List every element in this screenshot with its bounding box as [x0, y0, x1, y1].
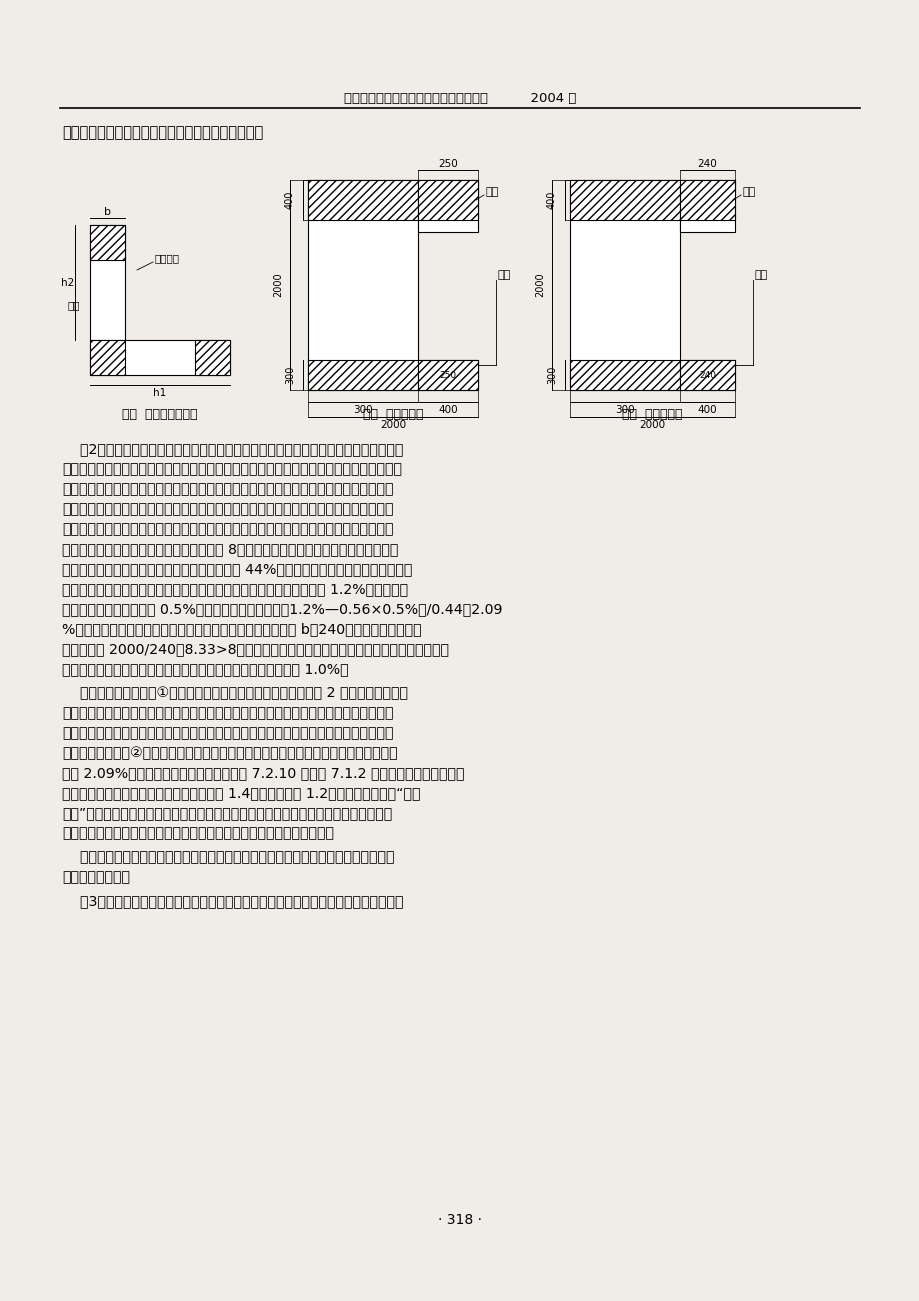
- Text: 300: 300: [353, 405, 372, 415]
- Bar: [90, 225, 125, 260]
- Text: 平面内的端部时，会产生墙肢高厚比越大，端部配筋越大的情况，这在概念及实际受力要: 平面内的端部时，会产生墙肢高厚比越大，端部配筋越大的情况，这在概念及实际受力要: [62, 726, 393, 740]
- Text: 2000: 2000: [273, 273, 283, 298]
- Text: 缘构件暗樗，如图四所示，暗樗的纵向钉筋最小配筋率按要求为 1.0%。: 缘构件暗樗，如图四所示，暗樗的纵向钉筋最小配筋率按要求为 1.0%。: [62, 662, 348, 677]
- Text: 弱弯”要求，暗樗构造配筋过高，将可能使截面受弯承载力高于受剪承载力，也就可能产: 弱弯”要求，暗樗构造配筋过高，将可能使截面受弯承载力高于受剪承载力，也就可能产: [62, 807, 391, 820]
- Text: 由短肢剪力墙过渡到一般剪力墙，配筋量上突变；此外当纵向钉筋按受力特点主要布置在: 由短肢剪力墙过渡到一般剪力墙，配筋量上突变；此外当纵向钉筋按受力特点主要布置在: [62, 706, 393, 719]
- Text: 第十八届全国高层建筑结构学术会议论文          2004 年: 第十八届全国高层建筑结构学术会议论文 2004 年: [344, 91, 575, 104]
- Text: 2000: 2000: [535, 273, 544, 298]
- Text: （3）第三种为按栖配筋方式，但纵筋参照剪力墙布筋方式主要配置在暗樗位置处，该: （3）第三种为按栖配筋方式，但纵筋参照剪力墙布筋方式主要配置在暗樗位置处，该: [62, 894, 403, 908]
- Text: 240: 240: [697, 159, 717, 169]
- Text: 400: 400: [437, 405, 458, 415]
- Text: · 318 ·: · 318 ·: [437, 1213, 482, 1227]
- Text: 是存在一定问题。: 是存在一定问题。: [62, 870, 130, 883]
- Text: 了剪力墙的延性及耗能能力。因此《高规》对剪力墙边缘构件的范围配筋有详细要求。但: 了剪力墙的延性及耗能能力。因此《高规》对剪力墙边缘构件的范围配筋有详细要求。但: [62, 502, 393, 516]
- Text: 从该特例中可看出：①上、下层暗樗面积接近，暗樗配筋率相差 2 倍以上，也就是说: 从该特例中可看出：①上、下层暗樗面积接近，暗樗配筋率相差 2 倍以上，也就是说: [62, 686, 407, 700]
- Bar: [417, 180, 478, 232]
- Text: 暗樗: 暗樗: [497, 271, 511, 280]
- Text: 一般剪力墙墙身的构造配筋要求进行适当加强即可。: 一般剪力墙墙身的构造配筋要求进行适当加强即可。: [62, 125, 263, 141]
- Text: 图四  一般剪力墙: 图四 一般剪力墙: [621, 409, 682, 422]
- Text: 300: 300: [615, 405, 634, 415]
- Text: 肢高厚比为 2000/240＝8.33>8，该剪力墙为一般剪力墙。按《高规》要求设置的构造边: 肢高厚比为 2000/240＝8.33>8，该剪力墙为一般剪力墙。按《高规》要求…: [62, 641, 448, 656]
- Bar: [570, 360, 679, 390]
- Text: 400: 400: [285, 191, 295, 209]
- Text: h2: h2: [62, 277, 74, 288]
- Text: 暗樗: 暗樗: [485, 187, 499, 196]
- Text: 250: 250: [439, 371, 456, 380]
- Bar: [417, 180, 478, 220]
- Bar: [679, 180, 734, 220]
- Text: 图三  短肢剪力墙: 图三 短肢剪力墙: [362, 409, 423, 422]
- Text: 力设计值应乘以增大系数：底部加强部位为 1.4，其他各层为 1.2，该系数即为体现“强剪: 力设计值应乘以增大系数：底部加强部位为 1.4，其他各层为 1.2，该系数即为体…: [62, 786, 420, 800]
- Text: 2000: 2000: [380, 420, 405, 431]
- Text: 300: 300: [285, 366, 295, 384]
- Bar: [90, 340, 230, 375]
- Text: 率为 2.09%，该配筋显然过高。《高规》第 7.2.10 条、第 7.1.2 条对二级短肢剪力墙的剪: 率为 2.09%，该配筋显然过高。《高规》第 7.2.10 条、第 7.1.2 …: [62, 766, 464, 781]
- Bar: [679, 360, 734, 390]
- Text: （2）第二种为剪力墙配筋方式。因短肢剪力墙受力与一般剪力墙类似，按剪力墙配筋: （2）第二种为剪力墙配筋方式。因短肢剪力墙受力与一般剪力墙类似，按剪力墙配筋: [62, 442, 403, 455]
- Text: 300: 300: [547, 366, 556, 384]
- Bar: [570, 180, 679, 220]
- Text: 抗震等级二级，则按《高规》要求短肢剪力墙全部纵筋配筋率不宜小于 1.2%，假设纵筋: 抗震等级二级，则按《高规》要求短肢剪力墙全部纵筋配筋率不宜小于 1.2%，假设纵…: [62, 582, 408, 596]
- Text: 短肢剪力墙将全部纵向钉筋大部分配置在暗晥内时，可能使暗樗配筋率相当高。以下以一: 短肢剪力墙将全部纵向钉筋大部分配置在暗晥内时，可能使暗樗配筋率相当高。以下以一: [62, 522, 393, 536]
- Bar: [570, 180, 679, 390]
- Text: 拉筋: 拉筋: [68, 301, 80, 310]
- Bar: [417, 360, 478, 390]
- Bar: [195, 340, 230, 375]
- Text: 配筋配置在非暗樗部分为 0.5%，则暗樗部分配筋率为（1.2%—0.56×0.5%）/0.44＝2.09: 配筋配置在非暗樗部分为 0.5%，则暗樗部分配筋率为（1.2%—0.56×0.5…: [62, 602, 502, 615]
- Bar: [308, 180, 417, 390]
- Text: 由上可见，短肢剪力墙按全截面最小配筋率将全部纵向钉筋大部分配置在暗樗内，也: 由上可见，短肢剪力墙按全截面最小配筋率将全部纵向钉筋大部分配置在暗樗内，也: [62, 850, 394, 864]
- Text: 方式符合受力特点。通过在端部设置暗易等边缘构件，由于边缘构件中的箍筋对砂的约束，: 方式符合受力特点。通过在端部设置暗易等边缘构件，由于边缘构件中的箍筋对砂的约束，: [62, 462, 402, 476]
- Text: 图二  异型框配筋方式: 图二 异型框配筋方式: [122, 409, 198, 422]
- Bar: [308, 180, 417, 220]
- Text: 使砂有较大的变形能力，避免受压区砂过早压碎破坏，同时也限制了裂缝发展，从而提高: 使砂有较大的变形能力，避免受压区砂过早压碎破坏，同时也限制了裂缝发展，从而提高: [62, 481, 393, 496]
- Text: 400: 400: [547, 191, 556, 209]
- Bar: [308, 360, 417, 390]
- Bar: [90, 340, 125, 375]
- Text: 个特例来说明，如图三所示，墙肢高厚比为 8，判别为短肢剪力墙，暗晥按《高规》要求: 个特例来说明，如图三所示，墙肢高厚比为 8，判别为短肢剪力墙，暗晥按《高规》要求: [62, 543, 398, 556]
- Text: h1: h1: [153, 388, 166, 398]
- Text: 构造纵筋: 构造纵筋: [154, 252, 180, 263]
- Text: b: b: [104, 207, 111, 217]
- Text: 生剪切破坏先于受弯破坏，而剪切破坏属脉性破坏，是设计中应避免的。: 生剪切破坏先于受弯破坏，而剪切破坏属脉性破坏，是设计中应避免的。: [62, 826, 334, 840]
- Bar: [679, 360, 734, 390]
- Text: 设置，如图中阴影所示，暗樗面积为全部面积的 44%，假定该部位为底部加强区，剪力墙: 设置，如图中阴影所示，暗樗面积为全部面积的 44%，假定该部位为底部加强区，剪力…: [62, 562, 412, 576]
- Text: 240: 240: [698, 371, 715, 380]
- Text: 暗樗: 暗樗: [743, 187, 755, 196]
- Text: 暗樗: 暗樗: [754, 271, 767, 280]
- Bar: [417, 360, 478, 390]
- Text: 2000: 2000: [639, 420, 664, 431]
- Text: 250: 250: [437, 159, 458, 169]
- Text: 400: 400: [697, 405, 717, 415]
- Text: %。假定该短肢剪力墙上至非底部加强部位楼层，墙肢厚改为 b＝240，其余尺寸不变，墙: %。假定该短肢剪力墙上至非底部加强部位楼层，墙肢厚改为 b＝240，其余尺寸不变…: [62, 622, 421, 636]
- Bar: [679, 180, 734, 232]
- Bar: [90, 225, 125, 340]
- Text: 求上均为不合理；②当短肢剪力墙配筋不是计算控制，而是按构造要求配筋，即暗樗配筋: 求上均为不合理；②当短肢剪力墙配筋不是计算控制，而是按构造要求配筋，即暗樗配筋: [62, 745, 397, 760]
